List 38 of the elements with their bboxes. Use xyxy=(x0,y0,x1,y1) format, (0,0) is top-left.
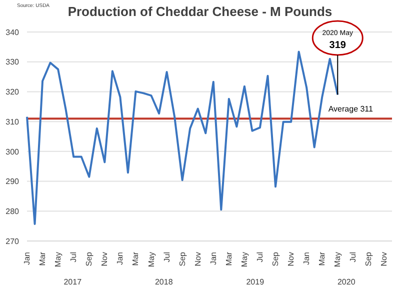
text: 2018 xyxy=(154,278,174,287)
x-tick-label: May xyxy=(146,252,156,268)
x-tick-label: Sep xyxy=(178,251,187,266)
y-tick-label: 340 xyxy=(6,28,20,37)
x-tick-label: Jan xyxy=(302,252,312,265)
y-tick-label: 270 xyxy=(6,236,20,246)
x-tick-label: Jul xyxy=(255,252,264,262)
x-tick-label: Mar xyxy=(131,252,140,266)
x-tick-label: Mar xyxy=(318,252,327,266)
x-tick-label: May xyxy=(54,252,63,268)
x-tick-label: Mar xyxy=(224,252,234,266)
x-tick-label: Nov xyxy=(286,252,296,266)
x-tick-label: Jul xyxy=(69,252,78,262)
x-tick-label: Jan xyxy=(208,252,218,265)
x-tick-label: Sep xyxy=(84,251,94,266)
y-tick-label: 300 xyxy=(6,147,20,156)
chart-title: Production of Cheddar Cheese - M Pounds xyxy=(68,4,332,19)
text: 2017 xyxy=(64,278,82,287)
x-tick-label: Nov xyxy=(380,252,389,266)
x-tick-label: Nov xyxy=(100,252,110,266)
y-tick-label: 280 xyxy=(6,206,20,216)
y-tick-label: 310 xyxy=(6,117,20,126)
x-tick-label: Sep xyxy=(271,251,280,266)
text: 2020 xyxy=(337,278,356,287)
y-tick-label: 330 xyxy=(6,58,20,67)
y-tick-label: 320 xyxy=(6,88,20,97)
ref-line-label: Average 311 xyxy=(328,104,374,114)
x-tick-label: Jul xyxy=(348,252,358,262)
y-tick-label: 290 xyxy=(6,177,20,186)
x-tick-label: Jan xyxy=(22,252,32,265)
x-tick-label: Jan xyxy=(116,252,125,265)
text: 2019 xyxy=(246,278,265,287)
x-tick-label: May xyxy=(240,252,249,268)
x-tick-label: May xyxy=(333,252,342,268)
x-tick-label: Nov xyxy=(193,252,202,266)
x-tick-label: Mar xyxy=(38,252,48,266)
x-tick-label: Jul xyxy=(162,252,172,262)
x-tick-label: Sep xyxy=(364,251,374,266)
